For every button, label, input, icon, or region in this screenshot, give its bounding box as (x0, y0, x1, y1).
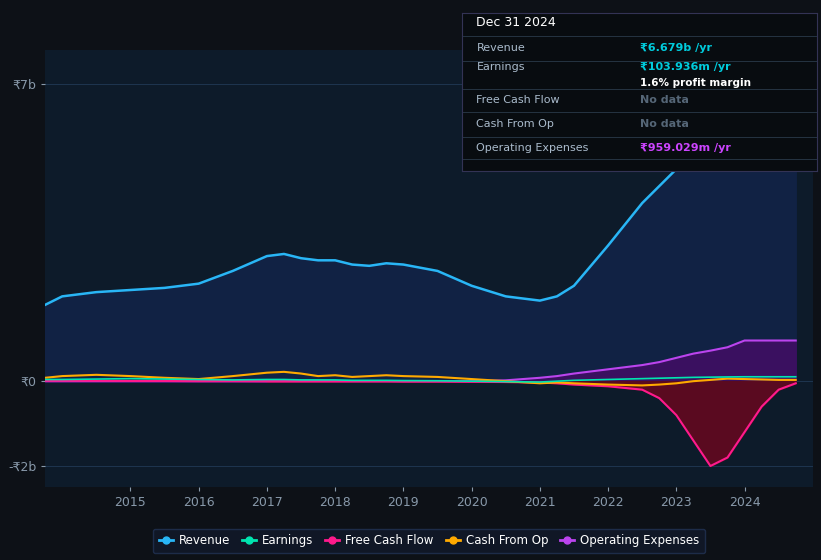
Text: ₹103.936m /yr: ₹103.936m /yr (640, 62, 730, 72)
Text: Dec 31 2024: Dec 31 2024 (476, 16, 556, 29)
Text: Earnings: Earnings (476, 62, 525, 72)
Text: 1.6% profit margin: 1.6% profit margin (640, 78, 750, 88)
Legend: Revenue, Earnings, Free Cash Flow, Cash From Op, Operating Expenses: Revenue, Earnings, Free Cash Flow, Cash … (153, 529, 705, 553)
Text: Free Cash Flow: Free Cash Flow (476, 95, 560, 105)
Text: ₹6.679b /yr: ₹6.679b /yr (640, 44, 712, 53)
Text: No data: No data (640, 119, 689, 129)
Text: Revenue: Revenue (476, 44, 525, 53)
Text: Operating Expenses: Operating Expenses (476, 143, 589, 153)
Text: No data: No data (640, 95, 689, 105)
Text: Cash From Op: Cash From Op (476, 119, 554, 129)
Text: ₹959.029m /yr: ₹959.029m /yr (640, 143, 731, 153)
